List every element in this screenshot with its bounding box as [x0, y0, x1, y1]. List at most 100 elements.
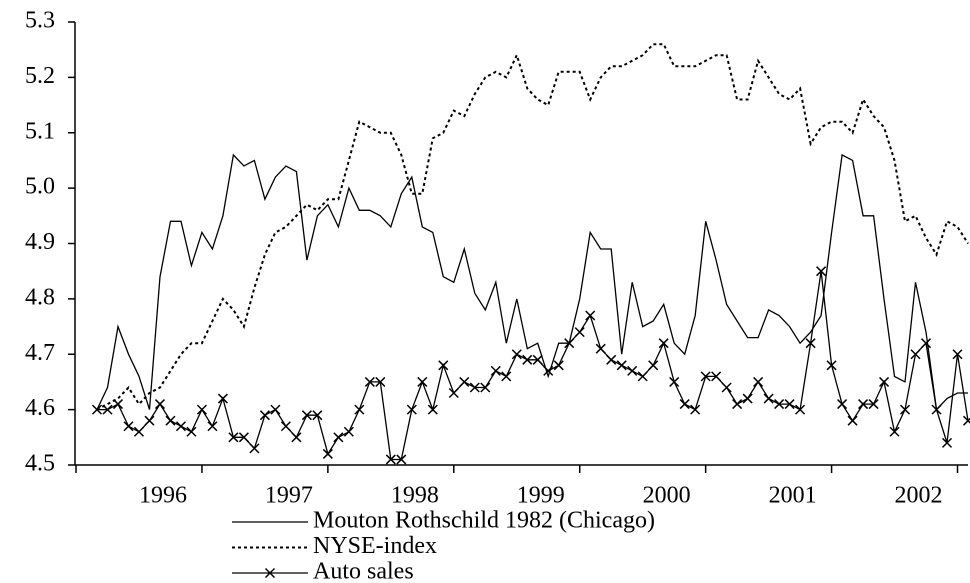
marker: [511, 349, 522, 360]
marker: [532, 354, 543, 365]
marker: [868, 399, 879, 410]
marker: [637, 371, 648, 382]
marker: [784, 399, 795, 410]
marker: [679, 399, 690, 410]
marker: [763, 393, 774, 404]
y-tick-label: 5.2: [25, 63, 55, 89]
marker: [564, 338, 575, 349]
marker: [427, 404, 438, 415]
marker: [438, 360, 449, 371]
marker: [837, 399, 848, 410]
marker: [826, 360, 837, 371]
x-tick-label: 1997: [265, 483, 313, 509]
marker: [941, 437, 953, 448]
marker: [585, 310, 596, 321]
marker: [889, 426, 900, 437]
marker: [658, 338, 669, 349]
marker: [616, 360, 627, 371]
x-tick-label: 1999: [517, 483, 565, 509]
marker: [154, 399, 165, 410]
marker: [490, 365, 501, 376]
marker: [448, 387, 459, 399]
marker: [805, 338, 816, 349]
marker: [543, 365, 554, 376]
marker: [91, 404, 103, 415]
x-tick-label: 2001: [769, 483, 817, 509]
marker: [879, 376, 890, 387]
y-tick-label: 5.3: [25, 8, 55, 34]
marker: [690, 404, 701, 415]
marker: [144, 415, 155, 426]
marker: [186, 426, 197, 437]
marker: [952, 349, 963, 360]
marker: [133, 426, 145, 437]
marker: [627, 365, 638, 376]
marker: [900, 404, 911, 415]
marker: [333, 432, 344, 443]
marker: [364, 376, 375, 387]
x-tick-label: 1998: [391, 483, 439, 509]
x-tick-label: 1996: [139, 483, 187, 509]
marker: [721, 382, 732, 393]
marker: [385, 454, 396, 465]
marker: [816, 266, 827, 277]
marker: [112, 399, 124, 410]
marker: [742, 393, 753, 404]
y-tick-label: 4.5: [25, 451, 55, 477]
marker: [931, 404, 942, 415]
marker: [920, 338, 932, 349]
legend-label: NYSE-index: [313, 533, 437, 559]
marker: [669, 376, 680, 387]
marker: [207, 421, 218, 432]
x-tick-label: 2002: [895, 483, 943, 509]
legend-marker: [264, 567, 276, 579]
marker: [249, 443, 260, 454]
marker: [196, 404, 207, 415]
marker: [595, 343, 606, 354]
marker: [847, 415, 858, 426]
marker: [123, 421, 134, 432]
marker: [501, 371, 512, 382]
marker: [417, 376, 428, 387]
y-tick-label: 4.6: [25, 395, 55, 421]
marker: [753, 376, 764, 387]
marker: [648, 360, 659, 371]
marker: [375, 376, 386, 387]
y-tick-label: 5.1: [25, 118, 55, 144]
y-tick-label: 4.8: [25, 284, 55, 310]
y-tick-label: 4.7: [25, 340, 55, 366]
marker: [175, 421, 186, 432]
marker: [102, 404, 113, 415]
marker: [270, 404, 281, 415]
line-series: [96, 43, 969, 411]
legend-label: Mouton Rothschild 1982 (Chicago): [313, 508, 655, 534]
marker: [238, 432, 249, 443]
legend-label: Auto sales: [313, 559, 414, 583]
y-tick-label: 5.0: [25, 174, 55, 200]
line-series: [97, 271, 969, 461]
x-tick-label: 2000: [643, 483, 691, 509]
marker: [732, 399, 743, 410]
marker: [406, 404, 417, 415]
marker: [711, 371, 722, 382]
marker: [396, 454, 407, 465]
marker: [228, 432, 239, 443]
marker: [574, 327, 585, 338]
marker: [795, 404, 806, 415]
marker: [217, 393, 228, 404]
marker: [459, 376, 470, 387]
marker: [910, 349, 921, 360]
marker: [291, 432, 302, 443]
marker: [606, 354, 617, 365]
marker: [343, 426, 354, 437]
marker: [858, 399, 869, 410]
marker: [469, 382, 480, 393]
marker: [700, 371, 711, 382]
marker: [312, 410, 323, 421]
marker: [553, 360, 564, 371]
marker: [165, 415, 176, 426]
marker: [962, 415, 970, 426]
marker: [480, 382, 491, 393]
marker: [522, 354, 533, 365]
